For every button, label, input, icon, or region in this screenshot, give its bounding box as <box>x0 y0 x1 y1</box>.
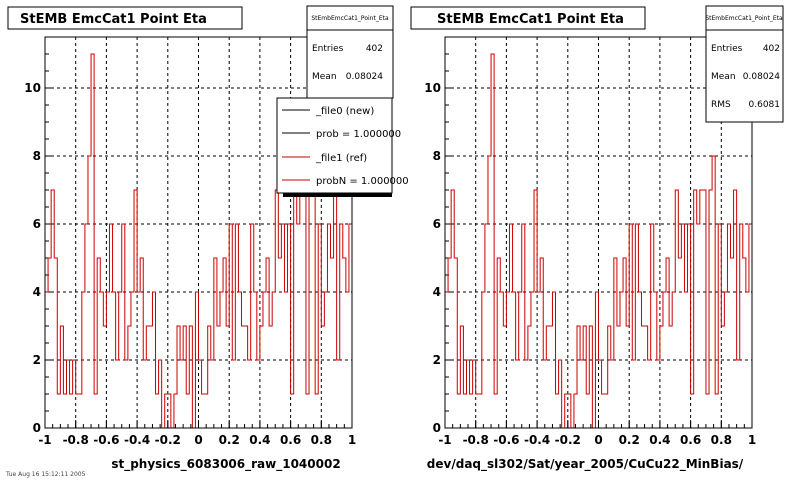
x-tick-label: 0.8 <box>711 433 732 447</box>
legend-label-probN: probN = 1.000000 <box>316 176 409 187</box>
x-tick-label: 0.6 <box>280 433 301 447</box>
x-tick-label: -0.2 <box>155 433 181 447</box>
stats-name-right: StEmbEmcCat1_Point_Eta <box>705 15 783 22</box>
footer-timestamp: Tue Aug 16 15:12:11 2005 <box>5 471 86 478</box>
stats-rms-label-right: RMS <box>711 100 731 110</box>
y-tick-label: 8 <box>33 149 41 163</box>
x-tick-label: -1 <box>438 433 451 447</box>
title-box-left <box>7 6 243 30</box>
x-tick-label: 0.4 <box>249 433 270 447</box>
x-axis-title-left: st_physics_6083006_raw_1040002 <box>111 457 340 472</box>
stats-rms-value-right: 0.6081 <box>749 100 781 110</box>
x-tick-label: 0 <box>594 433 602 447</box>
x-tick-label: 0.2 <box>619 433 640 447</box>
y-tick-label: 0 <box>433 421 441 435</box>
x-tick-label: 0.8 <box>311 433 332 447</box>
stats-mean-label-right: Mean <box>711 72 736 82</box>
y-tick-label: 2 <box>33 353 41 367</box>
x-tick-label: -0.2 <box>555 433 581 447</box>
x-tick-label: 0.4 <box>649 433 670 447</box>
x-tick-label: 0.2 <box>219 433 240 447</box>
stats-entries-label-left: Entries <box>312 44 344 54</box>
x-tick-label: -0.4 <box>124 433 150 447</box>
y-tick-label: 10 <box>24 81 41 95</box>
stats-mean-value-left: 0.08024 <box>346 72 383 82</box>
x-tick-label: -1 <box>38 433 51 447</box>
chart-title-right: StEMB EmcCat1 Point Eta <box>437 12 624 27</box>
stats-box-left: StEmbEmcCat1_Point_Eta Entries 402 Mean … <box>306 5 394 99</box>
x-tick-label: -0.6 <box>493 433 519 447</box>
y-tick-label: 4 <box>33 285 41 299</box>
x-tick-label: -0.8 <box>463 433 489 447</box>
legend-label-file0: _file0 (new) <box>315 106 374 117</box>
plot-frame <box>444 36 753 429</box>
x-tick-label: -0.8 <box>63 433 89 447</box>
panel-right: -1 -0.8 -0.6 -0.4 -0.2 0 0.2 0.4 0.6 0.8 10246810 … <box>410 5 784 472</box>
y-tick-label: 4 <box>433 285 441 299</box>
y-tick-label: 2 <box>433 353 441 367</box>
legend-label-prob: prob = 1.000000 <box>316 129 401 140</box>
title-box-right <box>410 6 646 30</box>
stats-entries-value-left: 402 <box>366 44 383 54</box>
x-tick-label: -0.6 <box>93 433 119 447</box>
x-tick-label: 1 <box>348 433 356 447</box>
x-tick-label: -0.4 <box>524 433 550 447</box>
plot-frame <box>44 36 353 429</box>
chart-title-left: StEMB EmcCat1 Point Eta <box>20 12 207 27</box>
x-tick-label: 1 <box>748 433 756 447</box>
stats-entries-value-right: 402 <box>763 44 780 54</box>
legend-left: _file0 (new) prob = 1.000000 _file1 (ref… <box>276 97 409 197</box>
stats-mean-label-left: Mean <box>312 72 337 82</box>
stats-entries-label-right: Entries <box>711 44 743 54</box>
x-axis-title-right: dev/daq_sl302/Sat/year_2005/CuCu22_MinBi… <box>427 457 744 472</box>
y-tick-label: 8 <box>433 149 441 163</box>
stats-name-left: StEmbEmcCat1_Point_Eta <box>311 15 389 22</box>
histogram-series-ref <box>444 53 753 429</box>
y-tick-label: 6 <box>33 217 41 231</box>
legend-label-file1: _file1 (ref) <box>315 153 367 164</box>
panel-left: -1 -0.8 -0.6 -0.4 -0.2 0 0.2 0.4 0.6 0.8 10246810 … <box>7 5 409 472</box>
x-tick-label: 0 <box>194 433 202 447</box>
y-tick-label: 0 <box>33 421 41 435</box>
stats-mean-value-right: 0.08024 <box>743 72 780 82</box>
y-tick-label: 10 <box>424 81 441 95</box>
x-tick-label: 0.6 <box>680 433 701 447</box>
y-tick-label: 6 <box>433 217 441 231</box>
stats-box-right: StEmbEmcCat1_Point_Eta Entries 402 Mean … <box>705 5 784 123</box>
